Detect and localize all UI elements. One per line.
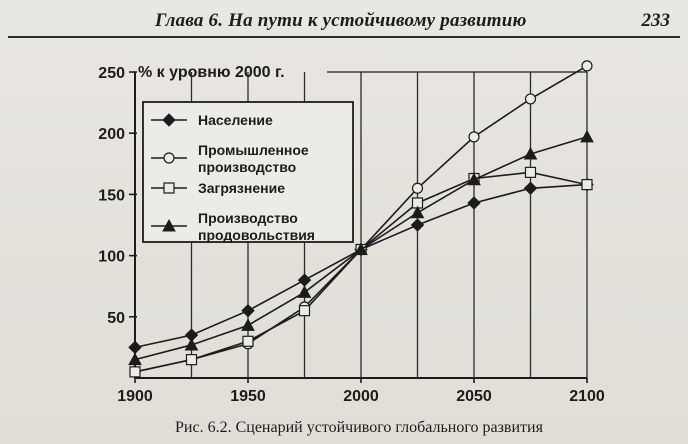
data-point — [523, 146, 538, 160]
legend-marker — [163, 182, 175, 194]
legend-label: Производство — [198, 210, 298, 226]
data-point — [354, 242, 368, 255]
data-point — [467, 196, 481, 210]
data-point — [241, 318, 255, 331]
data-point — [581, 60, 593, 72]
y-tick-label: 200 — [98, 126, 125, 143]
y-tick-label: 250 — [98, 65, 125, 82]
y-tick-label: 50 — [107, 310, 125, 327]
axes: % к уровню 2000 г. 50 100 150 200 250 1900 1950… — [98, 64, 605, 405]
data-point — [524, 166, 537, 178]
x-tick-label: 2100 — [569, 388, 605, 405]
data-point — [184, 337, 199, 351]
x-tick-label: 2000 — [343, 388, 379, 405]
data-point — [411, 182, 424, 194]
x-tick-label: 1900 — [117, 388, 153, 405]
y-unit-label: % к уровню 2000 г. — [138, 64, 285, 81]
data-point — [128, 340, 142, 355]
x-tick-label: 1950 — [230, 388, 266, 405]
data-point — [580, 129, 594, 143]
data-point — [410, 205, 425, 219]
page-header: Глава 6. На пути к устойчивому развитию … — [0, 6, 688, 40]
data-point — [524, 93, 537, 105]
legend-marker — [162, 113, 176, 127]
data-point — [129, 366, 141, 378]
data-point — [297, 273, 312, 287]
legend-label: Население — [198, 112, 273, 128]
chapter-title: Глава 6. На пути к устойчивому развитию — [155, 10, 527, 31]
legend-label: производство — [198, 159, 296, 175]
data-point — [410, 218, 425, 232]
y-tick-label: 150 — [98, 187, 125, 204]
legend-marker — [162, 218, 176, 232]
legend-label: Промышленное — [198, 142, 309, 158]
header-rule — [8, 36, 680, 38]
data-point — [242, 335, 254, 347]
data-point — [581, 179, 593, 191]
figure-caption: Рис. 6.2. Сценарий устойчивого глобально… — [175, 419, 543, 436]
x-tick-label: 2050 — [456, 388, 492, 405]
legend-box — [142, 101, 354, 243]
data-point — [297, 285, 312, 298]
legend-label: продовольствия — [198, 227, 315, 243]
data-point — [298, 305, 311, 317]
legend-marker — [163, 152, 175, 164]
data-point — [523, 181, 538, 195]
data-point — [241, 303, 255, 318]
y-tick-label: 100 — [98, 249, 125, 266]
series-group — [128, 60, 594, 378]
data-point — [468, 131, 480, 143]
data-point — [185, 354, 198, 366]
legend-label: Загрязнение — [198, 180, 285, 196]
data-point — [128, 352, 142, 366]
page-number: 233 — [641, 10, 671, 31]
data-point — [467, 172, 481, 186]
